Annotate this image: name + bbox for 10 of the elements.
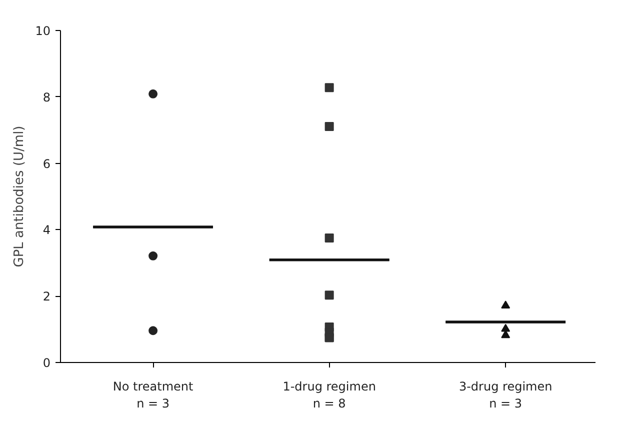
x-tick-label: No treatment n = 3 (112, 380, 194, 410)
x-tick-label: 3-drug regimen n = 3 (458, 380, 552, 410)
y-tick-label: 2 (42, 290, 51, 304)
y-tick-label: 10 (35, 24, 51, 38)
x-tick-label: 1-drug regimen n = 8 (282, 380, 376, 410)
y-tick-label: 0 (42, 356, 51, 370)
y-tick-label: 8 (42, 90, 51, 104)
y-tick-label: 4 (42, 223, 51, 238)
y-axis-title: GPL antibodies (U/ml) (12, 126, 28, 268)
y-tick-label: 6 (42, 156, 51, 171)
